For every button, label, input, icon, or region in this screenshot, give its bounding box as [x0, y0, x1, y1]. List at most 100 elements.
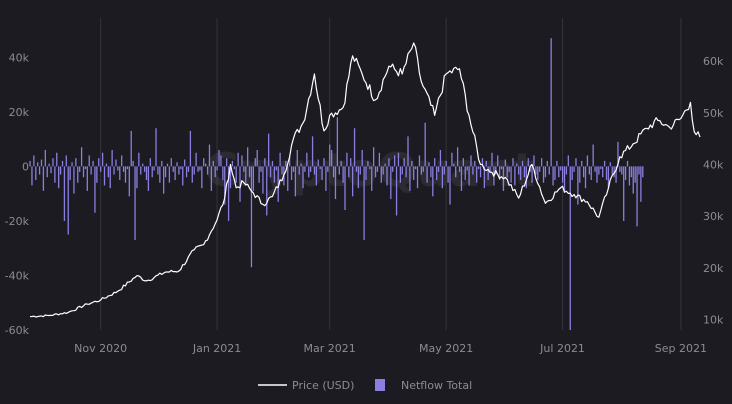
netflow-bar: [247, 147, 249, 167]
netflow-bar: [439, 150, 442, 167]
netflow-bar: [172, 166, 174, 172]
netflow-bar: [441, 166, 444, 189]
netflow-bar: [481, 158, 484, 167]
netflow-bar: [174, 166, 176, 180]
netflow-bar: [308, 166, 310, 178]
netflow-bar: [205, 163, 207, 167]
netflow-bar: [380, 166, 382, 183]
netflow-bar: [613, 166, 615, 178]
x-tick-label: May 2021: [419, 342, 473, 355]
netflow-bar: [403, 158, 405, 167]
y-right-tick-label: 20k: [703, 262, 724, 275]
netflow-bar: [86, 166, 88, 191]
netflow-bar: [579, 166, 581, 183]
netflow-bar: [430, 166, 432, 178]
netflow-bar: [477, 166, 480, 170]
netflow-bar: [331, 150, 333, 167]
netflow-bar: [189, 130, 192, 167]
netflow-bar: [582, 166, 585, 178]
netflow-bar: [628, 166, 631, 186]
netflow-bar: [626, 160, 629, 167]
netflow-bar: [130, 130, 132, 167]
netflow-bar: [590, 166, 592, 180]
y-right-tick-label: 60k: [703, 55, 724, 68]
y-left-tick-label: 0: [22, 160, 29, 173]
netflow-bar: [384, 163, 386, 167]
netflow-bar: [292, 166, 295, 172]
netflow-bar: [556, 160, 558, 167]
netflow-bar: [121, 155, 123, 167]
netflow-bar: [268, 133, 270, 167]
netflow-bar: [514, 166, 516, 186]
netflow-bar: [136, 166, 138, 189]
netflow-bar: [273, 166, 276, 183]
netflow-bar: [111, 150, 113, 167]
netflow-bar: [525, 166, 527, 189]
netflow-bar: [155, 128, 157, 167]
netflow-bar: [592, 144, 594, 167]
netflow-bar: [107, 166, 109, 178]
netflow-bar: [134, 166, 136, 240]
netflow-bar: [353, 128, 356, 167]
legend-netflow-swatch: [375, 379, 385, 391]
netflow-bar: [90, 166, 92, 175]
netflow-bar: [191, 166, 193, 183]
legend-netflow-label[interactable]: Netflow Total: [401, 379, 472, 392]
netflow-bar: [285, 160, 287, 167]
netflow-bar: [151, 166, 153, 178]
netflow-bar: [531, 166, 533, 183]
netflow-bar: [264, 158, 266, 167]
x-tick-label: Mar 2021: [304, 342, 356, 355]
netflow-bar: [214, 166, 216, 178]
netflow-bar: [365, 166, 367, 180]
netflow-bar: [65, 155, 67, 167]
netflow-bar: [302, 166, 304, 189]
netflow-bar: [458, 166, 461, 172]
netflow-bar: [640, 166, 642, 202]
netflow-bar: [483, 166, 485, 189]
legend-price-label[interactable]: Price (USD): [292, 379, 354, 392]
netflow-bar: [94, 166, 96, 213]
netflow-bar: [239, 166, 241, 202]
x-tick-label: Sep 2021: [655, 342, 707, 355]
netflow-bar: [59, 166, 62, 175]
netflow-bar: [357, 166, 360, 189]
netflow-bar: [184, 159, 186, 167]
netflow-bar: [460, 166, 463, 191]
netflow-bar: [54, 166, 56, 183]
netflow-bar: [573, 166, 575, 172]
netflow-bar: [226, 158, 228, 167]
netflow-bar: [212, 160, 214, 167]
netflow-bar: [615, 166, 617, 183]
netflow-bar: [109, 166, 111, 189]
netflow-bar: [540, 158, 543, 167]
netflow-bar: [203, 158, 205, 167]
x-axis: Nov 2020 Jan 2021 Mar 2021 May 2021 Jul 2021…: [74, 342, 707, 355]
netflow-bar: [342, 166, 344, 183]
netflow-bar: [552, 166, 554, 186]
netflow-bar: [554, 166, 556, 180]
netflow-bar: [332, 166, 335, 178]
netflow-bar: [498, 166, 501, 180]
netflow-bar: [586, 155, 589, 167]
netflow-bar: [516, 163, 518, 167]
netflow-bar: [77, 166, 79, 183]
netflow-bar: [79, 166, 81, 172]
netflow-bar: [504, 159, 506, 167]
netflow-bar: [390, 166, 392, 200]
netflow-bar: [142, 163, 144, 167]
netflow-bar: [185, 166, 188, 178]
netflow-bar: [603, 160, 606, 167]
netflow-bar: [319, 166, 321, 170]
netflow-bar: [382, 166, 384, 175]
netflow-bar: [166, 163, 169, 167]
netflow-bar: [306, 152, 308, 167]
netflow-bar: [588, 166, 590, 175]
netflow-bar: [176, 162, 178, 167]
netflow-bar: [201, 166, 203, 189]
netflow-bar: [539, 166, 541, 172]
netflow-bar: [636, 166, 638, 227]
netflow-bar: [529, 166, 531, 172]
netflow-bar: [33, 155, 35, 167]
